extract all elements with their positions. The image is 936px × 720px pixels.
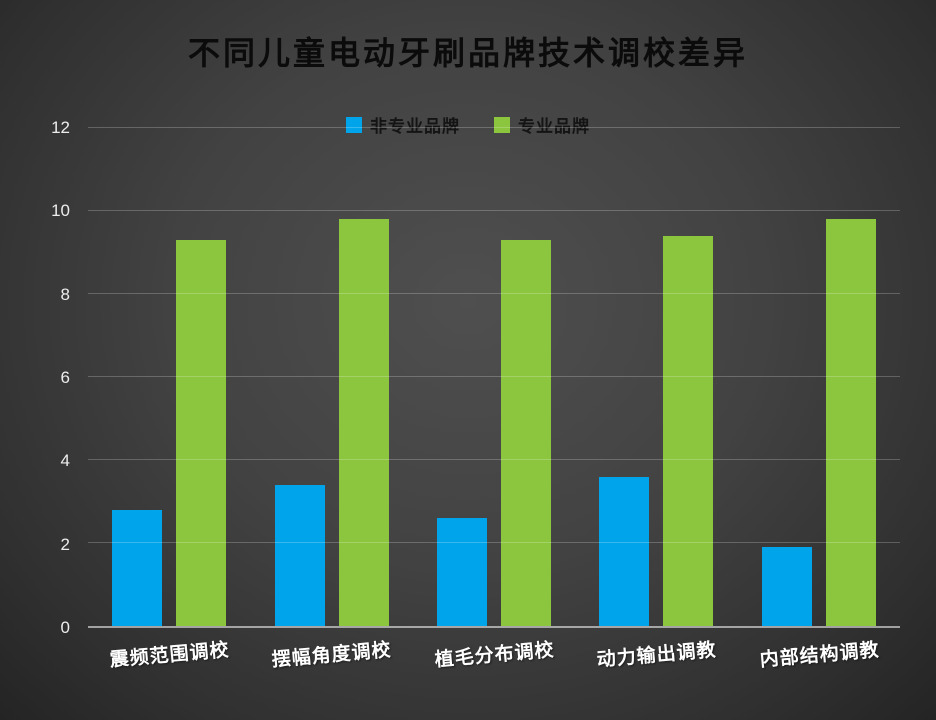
y-tick-label: 2 [60, 534, 70, 554]
y-tick-label: 4 [60, 451, 70, 471]
bar-专业品牌 [176, 240, 227, 626]
bar-group [738, 128, 900, 626]
grid-line [88, 542, 900, 543]
y-tick-label: 12 [51, 118, 70, 137]
y-tick-label: 0 [60, 618, 70, 637]
grid-line [88, 459, 900, 460]
legend-label-nonpro: 非专业品牌 [370, 117, 460, 136]
bar-非专业品牌 [599, 476, 650, 626]
x-axis: 震频范围调校 摆幅角度调校 植毛分布调校 动力输出调教 内部结构调教 [88, 632, 900, 671]
chart-title: 不同儿童电动牙刷品牌技术调校差异 [187, 35, 748, 71]
y-tick-label: 10 [51, 201, 70, 221]
bar-group [413, 128, 575, 626]
plot-area [88, 127, 900, 628]
bar-非专业品牌 [274, 484, 325, 626]
bar-专业品牌 [501, 240, 552, 626]
legend: 非专业品牌 专业品牌 [0, 112, 936, 137]
x-category-label: 摆幅角度调校 [271, 639, 393, 672]
legend-label-pro: 专业品牌 [518, 117, 590, 136]
x-category-label: 植毛分布调校 [433, 639, 556, 672]
bar-非专业品牌 [761, 547, 812, 626]
legend-swatch-nonpro [346, 116, 362, 133]
bar-group [88, 128, 250, 626]
y-tick-label: 6 [60, 368, 70, 387]
x-category-label: 内部结构调教 [758, 639, 881, 672]
bar-非专业品牌 [112, 509, 163, 626]
grid-line [88, 293, 900, 294]
grid-line [88, 210, 900, 211]
bar-专业品牌 [338, 219, 389, 626]
x-category-label: 动力输出调教 [596, 639, 718, 672]
bar-非专业品牌 [437, 518, 488, 626]
bar-group [575, 128, 737, 626]
bar-专业品牌 [825, 219, 876, 626]
grid-line [88, 376, 900, 377]
legend-item-pro: 专业品牌 [494, 112, 590, 137]
bar-groups [88, 128, 900, 626]
legend-item-nonpro: 非专业品牌 [346, 112, 460, 137]
bar-专业品牌 [663, 235, 714, 626]
y-tick-label: 8 [60, 284, 70, 304]
x-category-label: 震频范围调校 [109, 639, 231, 672]
bar-group [250, 128, 412, 626]
y-axis: 0 2 4 6 8 10 12 [0, 118, 78, 637]
legend-swatch-pro [494, 116, 510, 133]
grid-line [88, 127, 900, 128]
